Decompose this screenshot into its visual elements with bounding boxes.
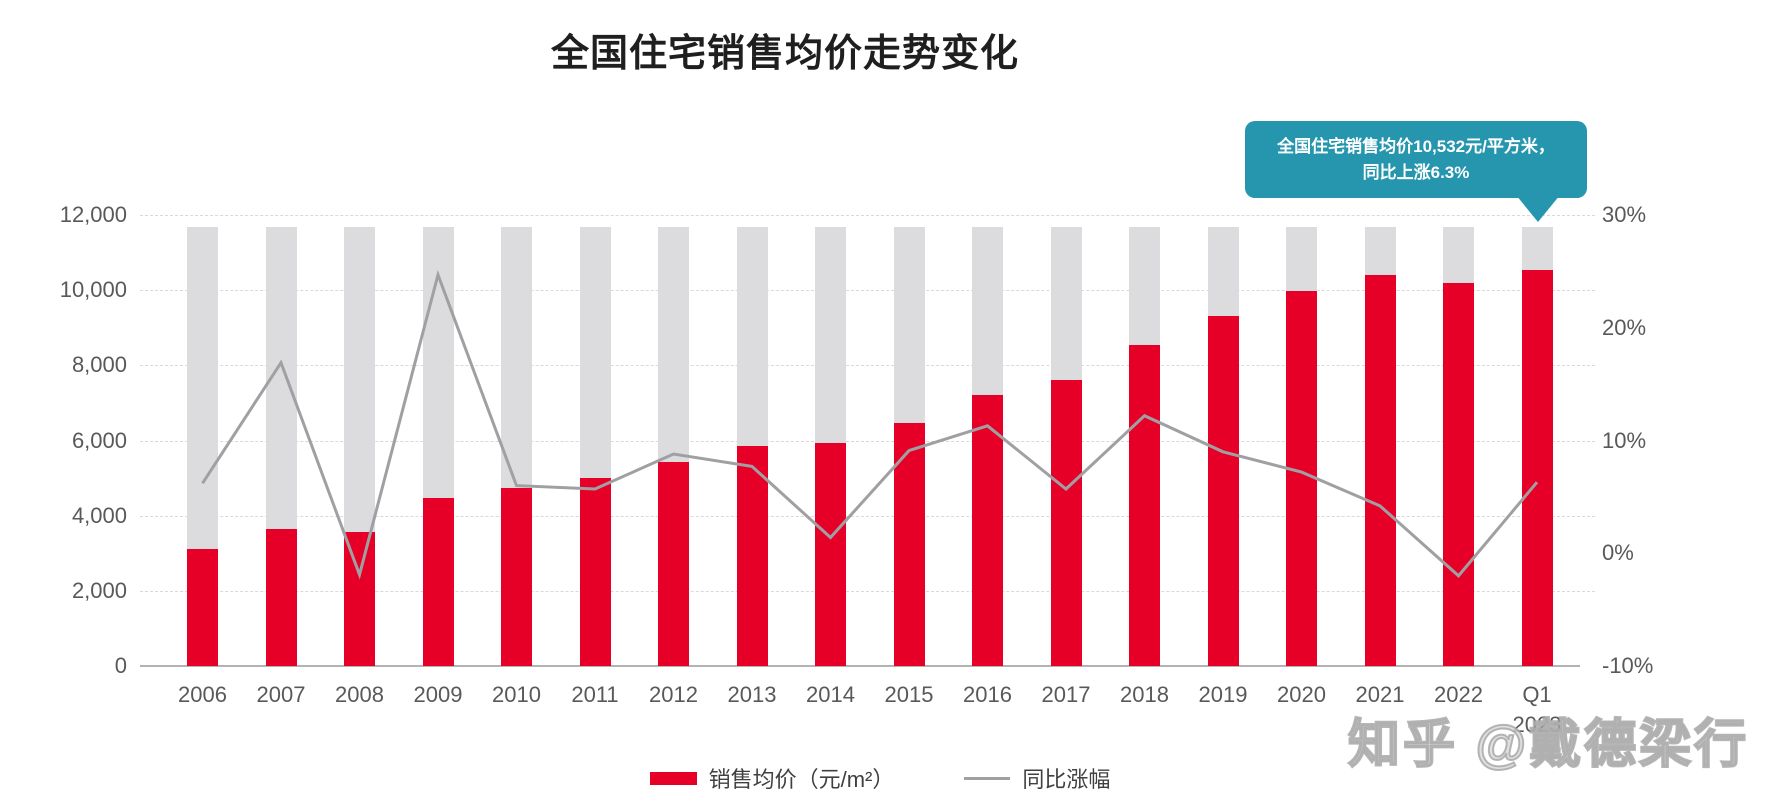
x-axis-label-2016: 2016 bbox=[963, 682, 1012, 707]
bar-2019[interactable] bbox=[1207, 316, 1239, 666]
bar-series-swatch bbox=[649, 771, 697, 785]
x-axis-label-2008: 2008 bbox=[335, 682, 384, 707]
x-axis-line bbox=[140, 665, 1580, 667]
chart-legend: 销售均价（元/m²） 同比涨幅 bbox=[0, 762, 1760, 794]
bar-2010[interactable] bbox=[501, 488, 532, 666]
right-axis-tick-10%: 10% bbox=[1602, 427, 1647, 453]
left-axis-tick-6,000: 6,000 bbox=[71, 427, 127, 453]
gridline-12000 bbox=[140, 215, 1595, 216]
line-series-swatch bbox=[964, 776, 1011, 780]
bar-2016[interactable] bbox=[972, 395, 1003, 666]
bar-2007[interactable] bbox=[265, 529, 297, 666]
x-axis-label-2017: 2017 bbox=[1041, 682, 1091, 707]
bar-2014[interactable] bbox=[815, 443, 846, 666]
bar-2011[interactable] bbox=[579, 478, 611, 666]
x-axis-label-2018: 2018 bbox=[1120, 682, 1169, 707]
legend-item-growth[interactable]: 同比涨幅 bbox=[964, 762, 1110, 794]
bar-2009[interactable] bbox=[422, 498, 454, 666]
bar-Q1[interactable] bbox=[1521, 270, 1553, 666]
x-axis-label-2020: 2020 bbox=[1277, 682, 1326, 707]
callout-line1: 全国住宅销售均价10,532元/平方米， bbox=[1277, 136, 1555, 156]
x-axis-sublabel-2023: 2023 bbox=[1512, 712, 1562, 737]
x-axis-label-2015: 2015 bbox=[884, 682, 934, 707]
gridline-2000 bbox=[140, 590, 1595, 592]
x-axis-label-2014: 2014 bbox=[806, 682, 855, 707]
x-axis-label-2009: 2009 bbox=[413, 682, 463, 707]
right-axis-tick-20%: 20% bbox=[1602, 314, 1647, 340]
left-axis-tick-2,000: 2,000 bbox=[71, 577, 127, 603]
data-callout-bubble: 全国住宅销售均价10,532元/平方米， 同比上涨6.3% bbox=[1245, 121, 1587, 198]
chart-title: 全国住宅销售均价走势变化 bbox=[550, 33, 1019, 75]
x-axis-label-2022: 2022 bbox=[1434, 682, 1483, 707]
left-axis-tick-0: 0 bbox=[114, 653, 127, 678]
x-axis-label-2012: 2012 bbox=[649, 682, 698, 707]
line-series-label: 同比涨幅 bbox=[1022, 767, 1111, 792]
bar-2008[interactable] bbox=[344, 531, 375, 666]
callout-pointer bbox=[1516, 195, 1560, 222]
callout-line2: 同比上涨6.3% bbox=[1362, 162, 1470, 182]
x-axis-label-2021: 2021 bbox=[1355, 682, 1405, 707]
bar-2022[interactable] bbox=[1443, 283, 1474, 666]
right-axis-tick-30%: 30% bbox=[1602, 202, 1647, 227]
yoy-growth-line[interactable] bbox=[201, 269, 1539, 580]
bar-2021[interactable] bbox=[1364, 275, 1396, 666]
bar-2006[interactable] bbox=[187, 548, 218, 666]
left-axis-tick-4,000: 4,000 bbox=[71, 502, 127, 528]
left-axis-tick-10,000: 10,000 bbox=[59, 277, 127, 303]
bar-2015[interactable] bbox=[893, 422, 925, 666]
watermark: 知乎 @戴德梁行 bbox=[1347, 715, 1750, 775]
right-axis-tick--10%: -10% bbox=[1602, 653, 1654, 678]
right-axis-tick-0%: 0% bbox=[1602, 540, 1634, 566]
x-axis-label-Q1: Q1 bbox=[1522, 682, 1552, 707]
bar-2013[interactable] bbox=[736, 446, 768, 666]
bar-2012[interactable] bbox=[658, 461, 689, 666]
x-axis-label-2019: 2019 bbox=[1198, 682, 1248, 707]
x-axis-label-2011: 2011 bbox=[571, 682, 619, 707]
x-axis-label-2013: 2013 bbox=[727, 682, 777, 707]
bar-2020[interactable] bbox=[1286, 290, 1317, 666]
bar-2017[interactable] bbox=[1050, 379, 1082, 666]
left-axis-tick-8,000: 8,000 bbox=[71, 352, 127, 378]
left-axis-tick-12,000: 12,000 bbox=[59, 202, 127, 227]
x-axis-label-2006: 2006 bbox=[178, 682, 227, 707]
legend-item-price[interactable]: 销售均价（元/m²） bbox=[649, 762, 895, 794]
x-axis-label-2007: 2007 bbox=[256, 682, 306, 707]
bar-2018[interactable] bbox=[1129, 344, 1160, 666]
x-axis-label-2010: 2010 bbox=[492, 682, 541, 707]
bar-series-label: 销售均价（元/m²） bbox=[708, 767, 895, 792]
